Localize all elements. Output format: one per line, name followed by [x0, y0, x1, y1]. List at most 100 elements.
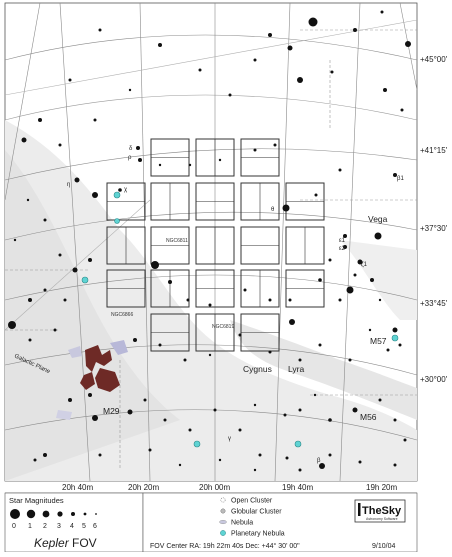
star-label: ε1: [339, 238, 346, 244]
planetary-nebula: [113, 191, 121, 199]
star: [238, 333, 242, 337]
star: [218, 458, 222, 462]
ccd-module: [240, 138, 280, 177]
star: [403, 438, 407, 442]
star-label: β: [317, 458, 321, 464]
star: [386, 348, 390, 352]
star: [158, 163, 162, 167]
star: [353, 273, 357, 277]
star: [357, 259, 363, 265]
star: [127, 409, 133, 415]
star: [43, 453, 47, 457]
star: [21, 137, 27, 143]
star: [253, 148, 257, 152]
ccd-module: [150, 182, 190, 221]
legend-nebula: Nebula: [231, 520, 253, 527]
star: [188, 163, 192, 167]
star: [136, 146, 140, 150]
ccd-module: [195, 269, 235, 308]
ra-label: 20h 00m: [199, 483, 230, 492]
star: [198, 68, 202, 72]
logo-subtext: Astronomy Software: [366, 517, 398, 521]
open-cluster-icon: [220, 497, 226, 503]
star: [208, 303, 212, 307]
star: [151, 261, 159, 269]
star: [328, 258, 332, 262]
logo-text: TheSky: [362, 505, 402, 517]
star: [346, 286, 354, 294]
star: [268, 33, 272, 37]
star: [338, 298, 342, 302]
star: [400, 108, 404, 112]
star: [298, 468, 302, 472]
ccd-module: [195, 182, 235, 221]
star: [282, 204, 290, 212]
globular-cluster-icon: [220, 508, 226, 514]
magnitude-dots: [10, 509, 97, 519]
star: [313, 393, 317, 397]
magnitude-value: 2: [43, 523, 47, 530]
legend-globular-cluster: Globular Cluster: [231, 509, 282, 516]
lyra-label: Lyra: [288, 364, 304, 374]
coordinate-grid: [4, 2, 418, 482]
star: [68, 78, 72, 82]
vega-label: Vega: [368, 214, 388, 224]
ngc6819-label: NGC6819: [212, 324, 234, 330]
star: [58, 253, 62, 257]
star: [380, 10, 384, 14]
legend: Star Magnitudes 0 1 2 3 4 5 6 Kepler FOV…: [4, 492, 418, 553]
star: [378, 298, 382, 302]
star: [393, 463, 397, 467]
dec-label: +41°15': [420, 146, 448, 155]
star: [183, 358, 187, 362]
star-label: θ: [271, 207, 275, 213]
star: [228, 93, 232, 97]
star: [273, 143, 277, 147]
ra-label: 20h 20m: [128, 483, 159, 492]
star: [158, 343, 162, 347]
ra-label: 19h 20m: [366, 483, 397, 492]
star: [88, 393, 92, 397]
map-title: Kepler FOV: [34, 536, 97, 550]
star: [168, 280, 172, 284]
nebula-icon: [219, 520, 227, 525]
star: [352, 407, 358, 413]
star-label: γ: [228, 436, 231, 442]
star: [28, 338, 32, 342]
ccd-module: [195, 138, 235, 177]
star: [383, 88, 387, 92]
ccd-module: [285, 182, 325, 221]
magnitude-value: 3: [57, 523, 61, 530]
ccd-module: [195, 226, 235, 265]
star: [368, 328, 372, 332]
star: [298, 408, 302, 412]
star: [128, 88, 132, 92]
ra-label: 19h 40m: [282, 483, 313, 492]
star: [289, 319, 295, 325]
star: [93, 118, 97, 122]
cygnus-label: Cygnus: [243, 364, 272, 374]
star: [319, 463, 325, 469]
star: [26, 198, 30, 202]
star: [186, 298, 190, 302]
star: [405, 41, 411, 47]
star: [343, 245, 347, 249]
star: [283, 413, 287, 417]
star: [287, 45, 293, 51]
ccd-module: [240, 269, 280, 308]
star: [268, 350, 272, 354]
star: [98, 28, 102, 32]
star: [88, 258, 92, 262]
map-title-italic: Kepler: [34, 536, 70, 550]
star: [118, 188, 122, 192]
star-label: ρ: [128, 155, 132, 161]
star: [308, 17, 318, 27]
ngc6866-label: NGC6866: [111, 312, 133, 318]
ccd-module: [240, 313, 280, 352]
magnitude-value: 4: [70, 523, 74, 530]
star: [92, 415, 98, 421]
ccd-module: [106, 226, 146, 265]
map-title-suffix: FOV: [69, 536, 97, 550]
star-label: β1: [397, 176, 404, 182]
